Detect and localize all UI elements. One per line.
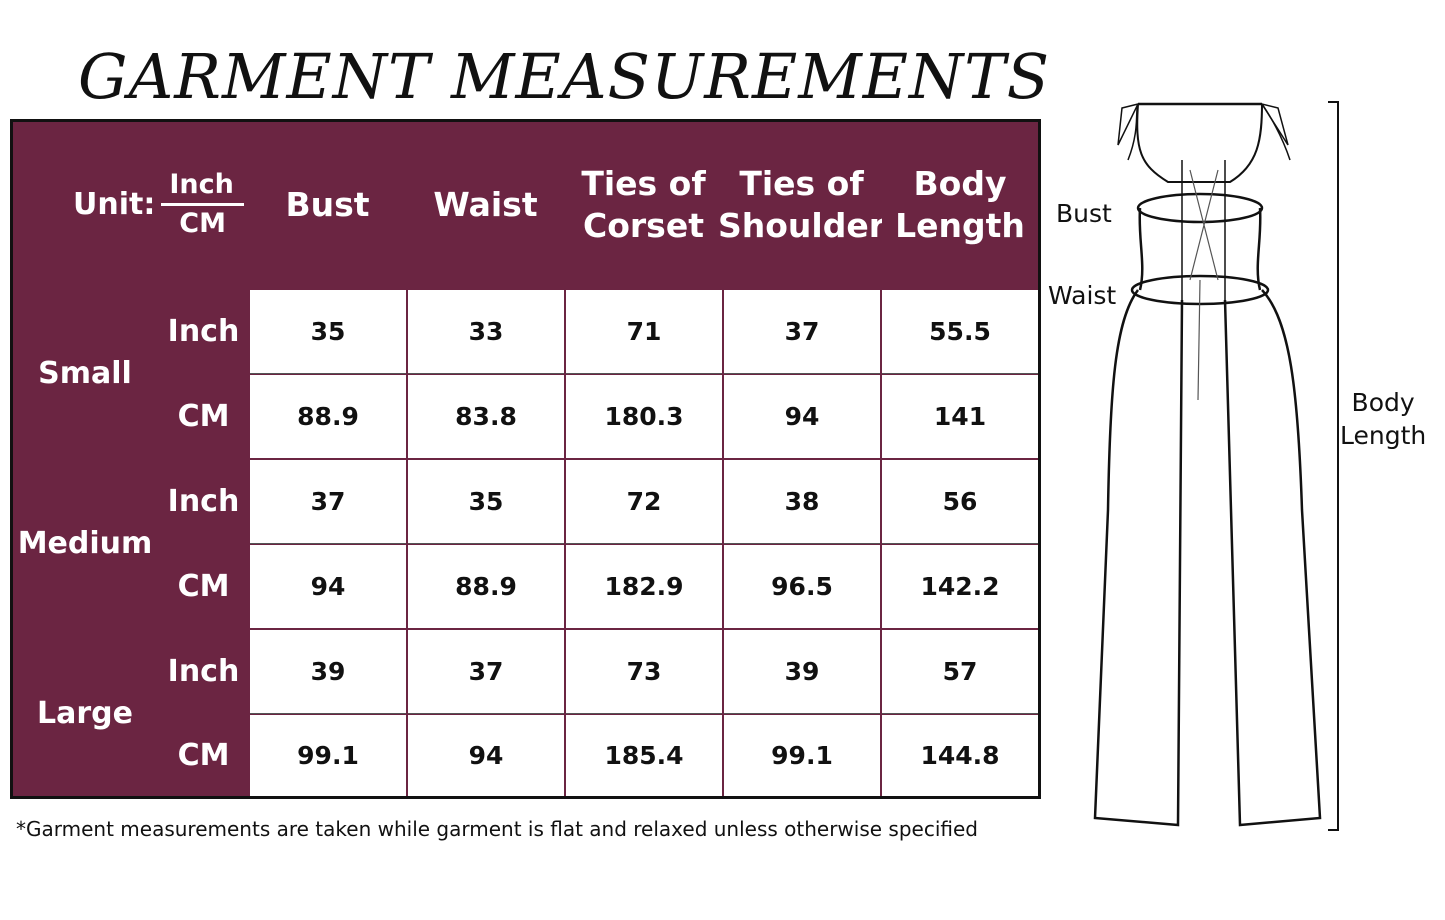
column-header: Ties of Corset <box>566 122 721 287</box>
column-header-line2: Length <box>895 205 1025 245</box>
column-header: Waist <box>408 122 563 287</box>
page-title: GARMENT MEASUREMENTS <box>78 40 1051 113</box>
dress-diagram: Bust Waist Body Length <box>1040 90 1445 854</box>
body-length-label: Body Length <box>1340 386 1426 452</box>
table-cell: 57 <box>882 630 1038 714</box>
table-cell: 94 <box>408 715 564 796</box>
table-cell: 37 <box>724 290 880 374</box>
table-cell: 56 <box>882 460 1038 544</box>
unit-label: Inch <box>160 460 247 542</box>
table-cell: 72 <box>566 460 722 544</box>
unit-label: CM <box>160 715 247 796</box>
column-header-line2: Shoulder <box>718 205 886 245</box>
table-cell: 39 <box>724 630 880 714</box>
body-length-label-line1: Body <box>1351 388 1415 417</box>
table-cell: 185.4 <box>566 715 722 796</box>
unit-label: Unit: <box>73 186 156 222</box>
column-header: Ties of Shoulder <box>718 122 885 287</box>
table-cell: 142.2 <box>882 545 1038 628</box>
table-cell: 144.8 <box>882 715 1038 796</box>
size-label: Large <box>13 630 157 796</box>
table-cell: 96.5 <box>724 545 880 628</box>
bust-label: Bust <box>1056 199 1112 228</box>
unit-label: CM <box>160 375 247 457</box>
table-cell: 38 <box>724 460 880 544</box>
table-cell: 88.9 <box>250 375 406 458</box>
table-cell: 33 <box>408 290 564 374</box>
table-cell: 141 <box>882 375 1038 458</box>
table-cell: 99.1 <box>250 715 406 796</box>
table-cell: 71 <box>566 290 722 374</box>
unit-label: CM <box>160 545 247 627</box>
unit-inch: Inch <box>161 167 244 206</box>
table-cell: 39 <box>250 630 406 714</box>
table-cell: 37 <box>250 460 406 544</box>
column-header: Bust <box>250 122 405 287</box>
table-cell: 83.8 <box>408 375 564 458</box>
table-cell: 88.9 <box>408 545 564 628</box>
size-chart-table: Unit: Inch CM Bust Waist Ties of Corset Ties of… <box>10 119 1041 799</box>
unit-cm: CM <box>179 208 226 239</box>
column-header-line1: Ties of <box>581 163 706 203</box>
table-cell: 73 <box>566 630 722 714</box>
column-header-line1: Bust <box>285 184 370 224</box>
body-length-label-line2: Length <box>1340 421 1427 450</box>
footnote: *Garment measurements are taken while ga… <box>16 817 979 841</box>
waist-label: Waist <box>1048 281 1117 310</box>
table-cell: 37 <box>408 630 564 714</box>
column-header-line1: Ties of <box>739 163 864 203</box>
column-header-line2: Corset <box>583 205 704 245</box>
size-label: Medium <box>13 460 157 627</box>
column-header: Body Length <box>882 122 1038 287</box>
table-cell: 180.3 <box>566 375 722 458</box>
unit-header: Unit: Inch CM <box>13 122 247 287</box>
table-cell: 99.1 <box>724 715 880 796</box>
column-header-line1: Body <box>913 163 1007 203</box>
unit-label: Inch <box>160 630 247 712</box>
table-cell: 35 <box>250 290 406 374</box>
table-cell: 94 <box>250 545 406 628</box>
size-label: Small <box>13 290 157 457</box>
dress-illustration <box>1093 101 1339 831</box>
table-cell: 182.9 <box>566 545 722 628</box>
unit-label: Inch <box>160 290 247 372</box>
table-cell: 55.5 <box>882 290 1038 374</box>
column-header-line1: Waist <box>433 184 538 224</box>
table-cell: 35 <box>408 460 564 544</box>
table-cell: 94 <box>724 375 880 458</box>
